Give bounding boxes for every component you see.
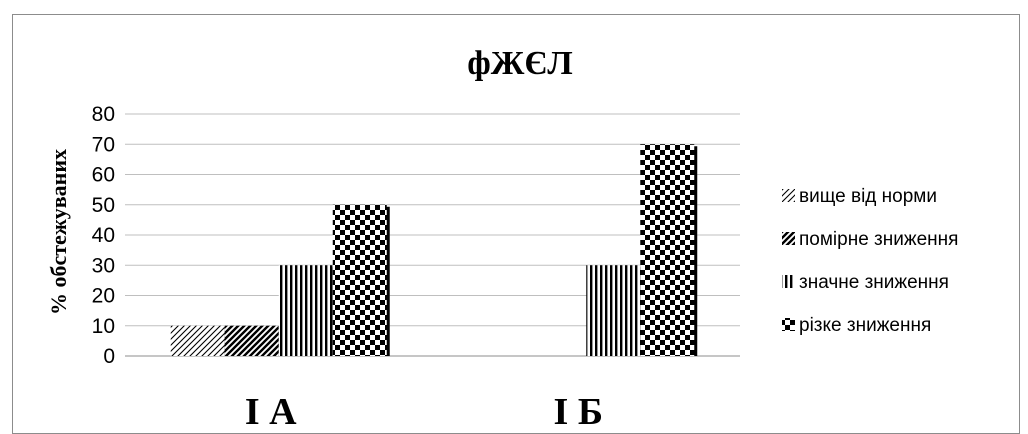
bar xyxy=(278,265,333,356)
x-tick-label: І А xyxy=(245,391,297,426)
bar-1-2 xyxy=(224,325,282,356)
bar-2-3 xyxy=(586,265,644,356)
bar xyxy=(224,325,279,356)
bar xyxy=(332,204,387,356)
legend-item: помірне зниження xyxy=(782,229,958,250)
bar-1-3 xyxy=(278,265,336,356)
legend-label: вище від норми xyxy=(799,186,937,207)
bar-1-4 xyxy=(332,204,390,356)
legend-item: вище від норми xyxy=(782,186,937,207)
y-tick-label: 20 xyxy=(92,285,115,308)
y-tick-label: 60 xyxy=(92,164,115,187)
legend-item: значне зниження xyxy=(782,272,949,293)
y-tick-label: 30 xyxy=(92,254,115,277)
legend-swatch xyxy=(782,275,795,288)
y-tick-labels: 0 10 20 30 40 50 60 70 80 xyxy=(92,103,115,368)
y-tick-label: 10 xyxy=(92,315,115,338)
bar-2-4 xyxy=(640,144,698,356)
legend-swatch xyxy=(782,189,795,202)
bar xyxy=(170,325,225,356)
y-axis-label: % обстежуваних xyxy=(46,149,71,315)
legend-swatch xyxy=(782,232,795,245)
legend-label: помірне зниження xyxy=(799,229,958,250)
y-tick-label: 0 xyxy=(103,345,115,368)
legend-swatch xyxy=(782,318,795,331)
legend-item: різке зниження xyxy=(782,315,931,336)
x-tick-label: І Б xyxy=(554,391,603,426)
bars xyxy=(170,144,698,356)
y-tick-label: 40 xyxy=(92,224,115,247)
bar xyxy=(640,144,695,356)
y-tick-label: 50 xyxy=(92,194,115,217)
legend-label: значне зниження xyxy=(799,272,949,293)
bar-1-1 xyxy=(170,325,228,356)
bar xyxy=(586,265,641,356)
legend: вище від норми помірне зниження значне зни… xyxy=(782,186,958,336)
chart-title: фЖЄЛ xyxy=(467,45,573,82)
legend-label: різке зниження xyxy=(799,315,931,336)
y-tick-label: 80 xyxy=(92,103,115,126)
y-tick-label: 70 xyxy=(92,133,115,156)
